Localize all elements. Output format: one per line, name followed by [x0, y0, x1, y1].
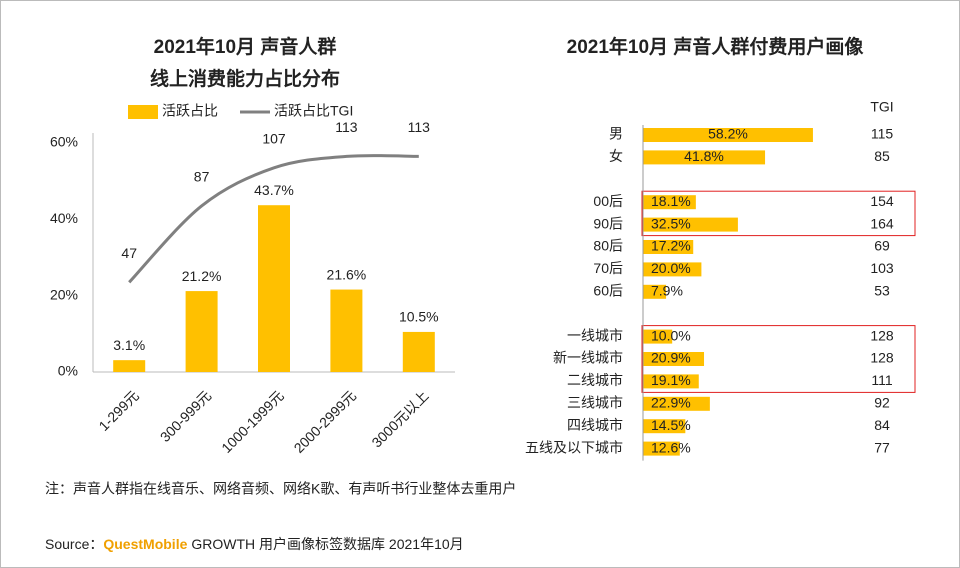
value-label: 41.8% [684, 148, 724, 164]
value-label: 43.7% [254, 182, 294, 198]
chart-title: 2021年10月 声音人群付费用户画像 [567, 35, 865, 58]
source: Source：QuestMobile GROWTH 用户画像标签数据库 2021年… [45, 536, 464, 552]
category-label: 新一线城市 [553, 350, 623, 366]
value-label: 19.1% [651, 372, 691, 388]
y-tick-label: 60% [50, 134, 78, 150]
category-label: 60后 [593, 283, 623, 299]
legend-label: 活跃占比TGI [274, 103, 353, 119]
source-brand: QuestMobile [103, 536, 187, 552]
value-label: 3.1% [113, 337, 145, 353]
bar [643, 419, 686, 434]
tgi-value: 92 [874, 395, 890, 411]
category-label: 女 [609, 148, 623, 164]
y-tick-label: 20% [50, 286, 78, 302]
bar [643, 150, 766, 165]
line [128, 154, 419, 284]
tgi-value: 128 [870, 350, 894, 366]
y-tick-label: 40% [50, 210, 78, 226]
bar [185, 291, 218, 372]
bar [643, 284, 667, 299]
bar [643, 329, 673, 344]
y-tick-label: 0% [58, 363, 78, 379]
category-label: 二线城市 [567, 372, 623, 388]
tgi-value: 115 [871, 126, 894, 142]
tgi-value: 69 [874, 238, 890, 254]
line-label: 107 [262, 131, 286, 147]
category-label: 五线及以下城市 [525, 439, 623, 455]
category-label: 男 [609, 126, 623, 142]
tgi-value: 164 [870, 215, 894, 231]
bar [643, 240, 694, 254]
value-label: 58.2% [708, 126, 748, 142]
chart-subtitle: 线上消费能力占比分布 [150, 67, 340, 90]
category-label: 三线城市 [567, 395, 623, 411]
bar [330, 289, 363, 372]
line-label: 47 [121, 245, 137, 261]
bar [258, 205, 290, 372]
bar [643, 195, 696, 210]
value-label: 20.0% [651, 260, 691, 276]
category-label: 80后 [593, 238, 623, 254]
category-label: 四线城市 [567, 417, 623, 433]
tgi-value: 103 [870, 260, 894, 276]
tgi-value: 111 [871, 372, 892, 388]
tgi-value: 154 [870, 193, 894, 209]
note: 注：声音人群指在线音乐、网络音频、网络K歌、有声听书行业整体去重用户 [45, 481, 516, 497]
tgi-value: 128 [870, 327, 894, 343]
value-label: 21.2% [182, 268, 222, 284]
value-label: 22.9% [651, 395, 691, 411]
source-prefix: Source： [45, 536, 103, 552]
line-label: 113 [335, 119, 358, 135]
tgi-header: TGI [870, 99, 893, 115]
line-label: 87 [194, 169, 210, 185]
value-label: 32.5% [651, 215, 691, 231]
bar [643, 352, 705, 366]
bar [643, 396, 710, 411]
value-label: 18.1% [651, 193, 691, 209]
category-label: 一线城市 [567, 327, 623, 343]
bar [643, 374, 699, 389]
tgi-value: 77 [874, 439, 890, 455]
chart-title: 2021年10月 声音人群 [154, 35, 337, 58]
bar [643, 128, 813, 142]
bar [113, 360, 146, 372]
tgi-value: 85 [874, 148, 890, 164]
value-label: 21.6% [327, 266, 367, 282]
bar [402, 331, 435, 372]
value-label: 12.6% [651, 439, 691, 455]
category-label: 70后 [593, 260, 623, 276]
legend-label: 活跃占比 [162, 103, 218, 119]
tgi-value: 53 [874, 283, 890, 299]
value-label: 17.2% [651, 238, 691, 254]
value-label: 20.9% [651, 350, 691, 366]
value-label: 14.5% [651, 417, 691, 433]
category-label: 90后 [593, 215, 623, 231]
bar [643, 262, 702, 277]
legend-swatch [128, 105, 158, 119]
highlight-box [641, 325, 916, 393]
highlight-box [641, 190, 916, 237]
value-label: 10.0% [651, 327, 691, 343]
tgi-value: 84 [874, 417, 890, 433]
source-text: GROWTH 用户画像标签数据库 2021年10月 [191, 536, 463, 552]
value-label: 7.9% [651, 283, 683, 299]
value-label: 10.5% [399, 309, 439, 325]
line-label: 113 [408, 119, 431, 135]
bar [643, 441, 680, 456]
bar [643, 217, 738, 232]
category-label: 00后 [593, 193, 623, 209]
